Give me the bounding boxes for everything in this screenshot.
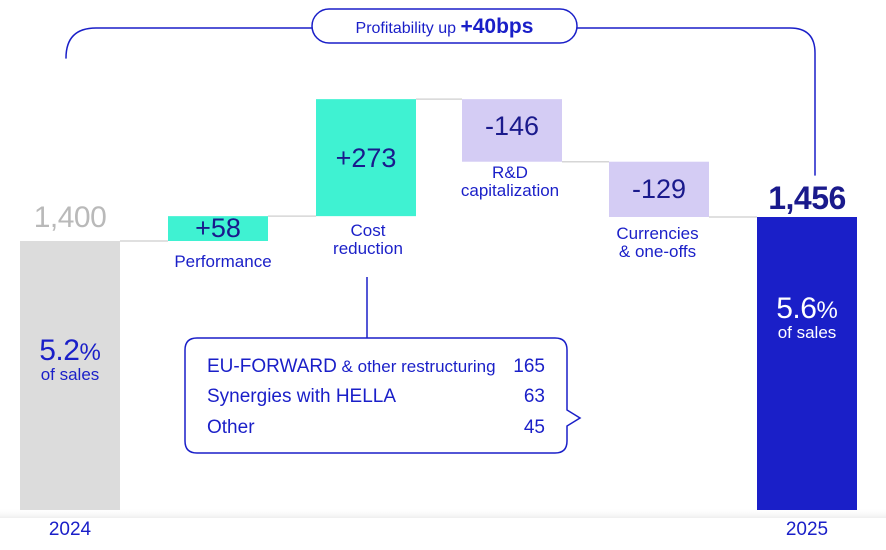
breakdown-value: 45 [523, 417, 545, 438]
step-label-cost-reduction: Cost reduction [298, 222, 438, 258]
step-label-rd-capitalization: R&D capitalization [440, 164, 580, 200]
end-margin-caption: of sales [777, 323, 837, 342]
step-value-currencies: -129 [631, 174, 687, 204]
start-value-label: 1,400 [33, 201, 107, 234]
step-label-line: Cost [350, 221, 386, 240]
start-year-label: 2024 [48, 519, 92, 540]
bar-step-3 [462, 99, 562, 162]
end-margin-value: 5.6 [776, 292, 817, 325]
banner-pill [311, 8, 578, 44]
breakdown-value: 165 [513, 356, 545, 377]
step-label-line: capitalization [460, 181, 560, 200]
bar-step-2 [316, 99, 416, 217]
breakdown-label: EU-FORWARD [207, 356, 337, 377]
step-label-line: Currencies [616, 224, 699, 243]
banner-value: +40bps [460, 15, 534, 38]
breakdown-label-rest: & other restructuring [336, 357, 496, 376]
end-year-label: 2025 [785, 519, 829, 540]
bar-step-1 [168, 216, 268, 241]
step-label-line: Performance [174, 252, 272, 271]
step-label-line: & one-offs [618, 242, 697, 261]
callout-box [184, 337, 582, 454]
step-label-line: R&D [492, 163, 528, 182]
step-value-performance: +58 [195, 213, 241, 243]
banner-prefix: Profitability up [355, 20, 457, 37]
step-label-currencies: Currencies & one-offs [585, 225, 730, 261]
start-margin-caption: of sales [40, 365, 100, 384]
step-value-rd-capitalization: -146 [484, 111, 540, 141]
banner-bracket [65, 27, 816, 176]
end-value-label: 1,456 [768, 180, 846, 216]
breakdown-label: Other [207, 417, 255, 438]
step-label-performance: Performance [153, 253, 293, 271]
start-margin-unit: % [79, 339, 101, 366]
end-margin: 5.6% of sales [757, 292, 857, 343]
breakdown-label: Synergies with HELLA [207, 386, 397, 407]
chart-baseline [0, 508, 886, 518]
bar-end [757, 217, 857, 510]
banner-text: Profitability up +40bps [312, 12, 577, 42]
breakdown-list: EU-FORWARD & other restructuring 165 Syn… [185, 338, 567, 453]
start-margin: 5.2% of sales [20, 334, 120, 385]
start-margin-value: 5.2 [39, 334, 80, 367]
breakdown-value: 63 [523, 386, 545, 407]
bar-step-4 [609, 161, 709, 217]
bar-start [20, 241, 120, 510]
step-label-line: reduction [333, 239, 403, 258]
step-value-cost-reduction: +273 [335, 143, 397, 173]
end-margin-unit: % [816, 297, 838, 324]
